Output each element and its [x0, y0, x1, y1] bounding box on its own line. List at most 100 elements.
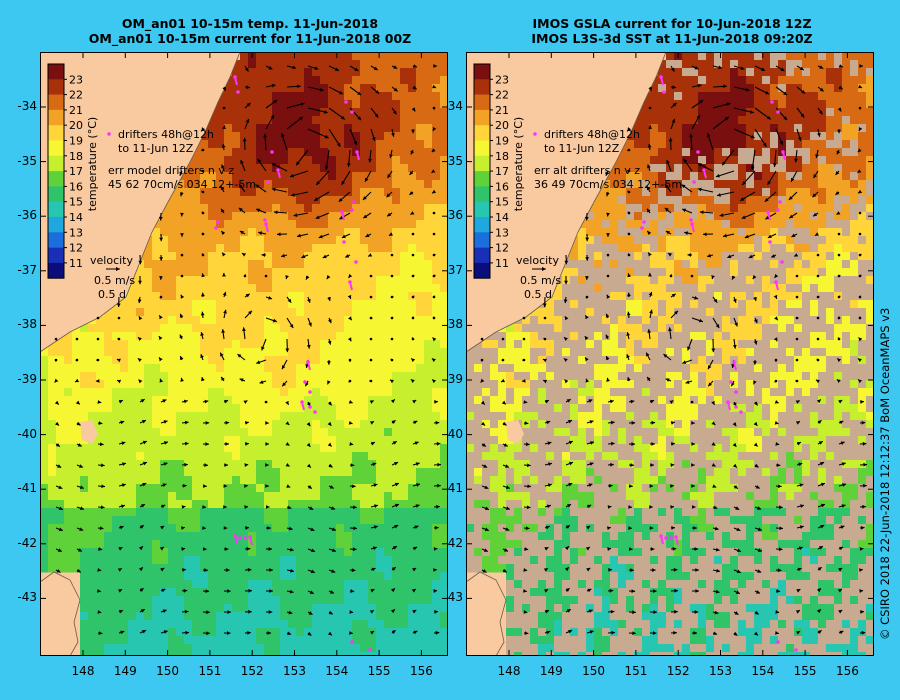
longitude-tick-label: 148	[71, 664, 95, 678]
right-map-svg: 23 22 21 20 19 18 17 16 15 14 13 12 11 temperature (°…	[466, 52, 874, 656]
longitude-tick-label: 154	[751, 664, 775, 678]
colorbar-tick-label: 23	[495, 73, 509, 86]
longitude-tick-label: 152	[240, 664, 264, 678]
latitude-tick-label: -39	[17, 372, 37, 386]
drifter-tracks	[640, 75, 798, 652]
longitude-tick-label: 148	[497, 664, 521, 678]
longitude-tick-label: 153	[709, 664, 732, 678]
longitude-tick-label: 156	[409, 664, 433, 678]
flinders-island	[506, 420, 524, 444]
colorbar-tick-label: 21	[69, 104, 83, 117]
drifter-point	[303, 380, 307, 384]
legend-line: err alt drifters n v z	[534, 164, 640, 177]
drifter-point	[734, 390, 738, 394]
panel-border	[466, 52, 874, 656]
drifter-point	[350, 110, 354, 114]
legend-line: to 11-Jun 12Z	[118, 142, 194, 155]
current-vectors	[54, 64, 442, 637]
drifter-point	[696, 150, 700, 154]
tasmania-land	[466, 572, 506, 656]
coastline	[40, 52, 241, 353]
latitude-tick-label: -40	[443, 426, 463, 441]
drifter-point	[368, 648, 372, 652]
latitude-tick-label: -42	[443, 535, 463, 550]
longitude-tick-label: 155	[793, 664, 817, 678]
panel-border	[40, 52, 448, 656]
latitude-tick-label: -34	[17, 99, 37, 113]
longitude-tick-label: 151	[624, 664, 648, 678]
left-map-panel: 23 22 21 20 19 18 17 16 15 14 13 12 11 temperature (°…	[40, 52, 448, 656]
drifter-point	[776, 640, 780, 644]
colorbar-tick-label: 21	[495, 104, 509, 117]
drifter-point	[308, 405, 312, 409]
colorbar-tick-label: 22	[495, 89, 509, 102]
colorbar-tick-label: 15	[69, 196, 83, 209]
colorbar-tick-label: 16	[69, 180, 83, 193]
latitude-tick-label: -37	[17, 262, 37, 277]
drifter-point	[236, 90, 240, 94]
latitude-tick-label: -43	[443, 590, 463, 605]
drifter-point	[263, 218, 267, 222]
sst-field	[40, 52, 448, 656]
velocity-key-speed: 0.5 m/s	[94, 274, 135, 287]
legend-line: 36 49 70cm/s 034 12+-5m	[534, 178, 682, 191]
drifter-point	[689, 218, 693, 222]
drifter-point	[216, 220, 220, 224]
drifter-point	[354, 260, 358, 264]
latitude-tick-label: -38	[17, 317, 37, 332]
colorbar-tick-label: 20	[69, 119, 83, 132]
drifter-point	[243, 536, 247, 540]
drifter-point	[350, 208, 354, 212]
latitude-tick-label: -42	[17, 535, 37, 550]
legend-line: to 11-Jun 12Z	[544, 142, 620, 155]
longitude-tick-label: 155	[367, 664, 391, 678]
colorbar-tick-label: 11	[495, 257, 509, 270]
velocity-key-duration: 0.5 d	[98, 288, 126, 301]
colorbar: 23 22 21 20 19 18 17 16 15 14 13 12 11 temperature (°…	[47, 63, 99, 279]
colorbar-tick-label: 22	[69, 89, 83, 102]
velocity-key-speed: 0.5 m/s	[520, 274, 561, 287]
right-title-line1: IMOS GSLA current for 10-Jun-2018 12Z	[532, 16, 812, 31]
drifter-point	[214, 226, 218, 230]
legend-line: drifters 48h@12h	[118, 128, 214, 141]
drifter-point	[352, 200, 356, 204]
colorbar: 23 22 21 20 19 18 17 16 15 14 13 12 11 temperature (°…	[473, 63, 525, 279]
longitude-tick-label: 149	[539, 664, 563, 678]
drifter-point	[342, 240, 346, 244]
colorbar-tick-label: 12	[69, 242, 83, 255]
colorbar-axis-label: temperature (°C)	[512, 117, 525, 211]
credit-text: © CSIRO 2018 22-Jun-2018 12:12:37 BoM Oc…	[878, 307, 892, 640]
drifter-point	[692, 180, 696, 184]
latitude-tick-label: -36	[17, 208, 37, 223]
latitude-tick-label: -38	[443, 317, 463, 332]
colorbar-tick-label: 18	[69, 150, 83, 163]
latitude-tick-label: -35	[443, 153, 463, 168]
latitude-tick-label: -34	[443, 99, 463, 113]
colorbar-tick-label: 17	[69, 165, 83, 178]
drifter-point	[313, 410, 317, 414]
vector-arrow	[307, 128, 329, 139]
colorbar-tick-label: 15	[495, 196, 509, 209]
colorbar-axis-label: temperature (°C)	[86, 117, 99, 211]
drifter-point	[270, 150, 274, 154]
latitude-tick-label: -39	[443, 372, 463, 386]
colorbar-tick-label: 13	[69, 226, 83, 239]
latitude-tick-label: -40	[17, 426, 37, 441]
coastline	[466, 52, 667, 353]
legend-drifter-marker	[533, 132, 537, 136]
colorbar-tick-label: 18	[495, 150, 509, 163]
tasmania-land	[40, 572, 80, 656]
drifter-point	[780, 260, 784, 264]
colorbar-tick-label: 17	[495, 165, 509, 178]
longitude-tick-label: 150	[582, 664, 606, 678]
latitude-tick-label: -36	[443, 208, 463, 223]
longitude-tick-label: 149	[113, 664, 137, 678]
colorbar-tick-label: 12	[495, 242, 509, 255]
drifter-point	[640, 226, 644, 230]
colorbar-tick-label: 13	[495, 226, 509, 239]
colorbar-tick-label: 14	[495, 211, 509, 224]
sst-field	[466, 52, 874, 656]
right-panel-title: IMOS GSLA current for 10-Jun-2018 12Z IM…	[462, 16, 882, 46]
drifter-point	[642, 220, 646, 224]
